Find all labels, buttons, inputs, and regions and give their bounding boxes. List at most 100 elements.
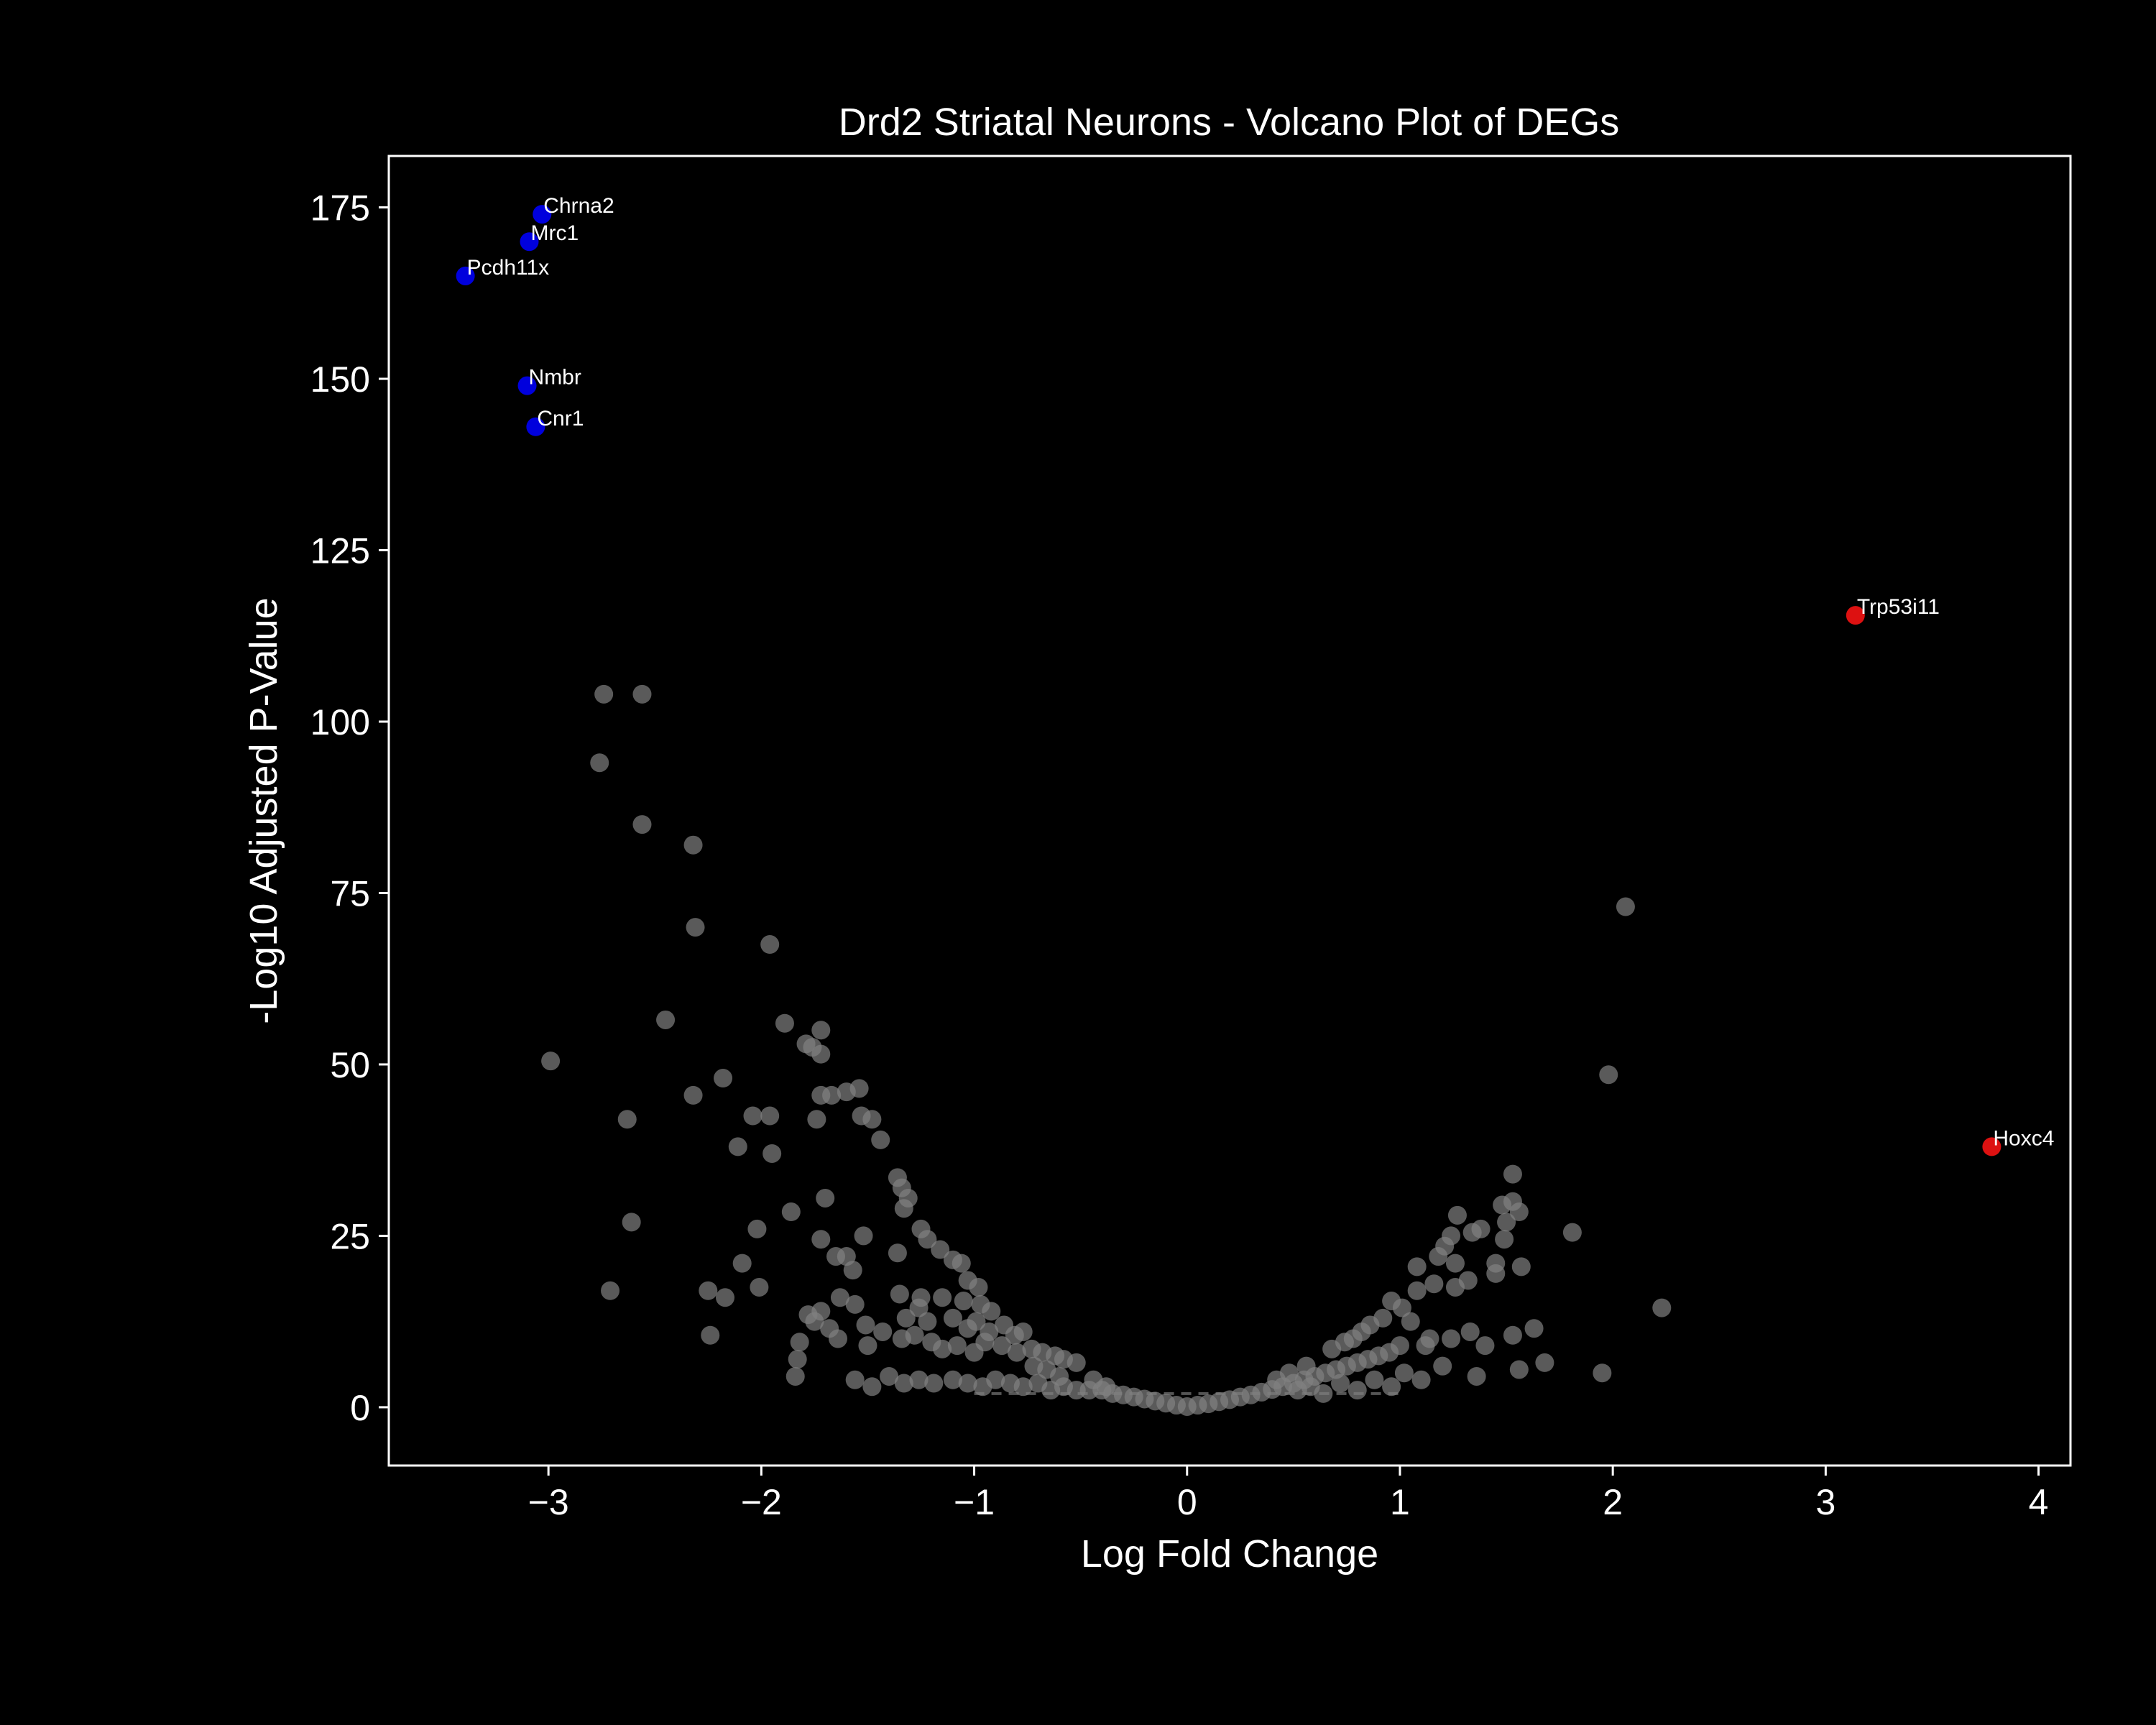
x-tick-label: 3 xyxy=(1815,1482,1835,1522)
data-point xyxy=(918,1312,937,1331)
data-point xyxy=(1279,1363,1299,1383)
highlighted-gene-point xyxy=(517,376,537,395)
gene-label: Pcdh11x xyxy=(467,256,550,280)
data-point xyxy=(1331,1374,1350,1393)
data-point xyxy=(862,1110,882,1129)
data-point xyxy=(732,1254,752,1273)
data-point xyxy=(958,1374,977,1393)
data-point xyxy=(1458,1271,1478,1290)
data-point xyxy=(992,1336,1012,1356)
x-tick-label: −1 xyxy=(954,1482,995,1522)
data-point xyxy=(849,1079,869,1098)
data-point xyxy=(888,1243,907,1263)
data-point xyxy=(1007,1343,1026,1362)
data-point xyxy=(1407,1281,1427,1300)
y-tick-label: 25 xyxy=(330,1216,370,1256)
y-tick-label: 175 xyxy=(310,188,370,229)
x-axis-label: Log Fold Change xyxy=(1081,1532,1378,1576)
data-point xyxy=(890,1284,909,1304)
data-point xyxy=(699,1281,718,1300)
data-point xyxy=(969,1277,988,1297)
data-point xyxy=(1442,1226,1461,1246)
data-point xyxy=(1420,1329,1439,1348)
data-point xyxy=(541,1052,561,1071)
data-point xyxy=(933,1288,952,1307)
data-point xyxy=(1390,1336,1409,1356)
data-point xyxy=(1067,1381,1086,1400)
data-point xyxy=(952,1254,971,1273)
data-point xyxy=(1497,1213,1516,1232)
x-tick-label: 0 xyxy=(1177,1482,1197,1522)
highlighted-gene-point xyxy=(456,266,475,285)
data-point xyxy=(856,1315,875,1335)
data-point xyxy=(632,684,652,704)
data-point xyxy=(1013,1322,1033,1341)
data-point xyxy=(1511,1257,1531,1276)
data-point xyxy=(807,1110,826,1129)
data-point xyxy=(924,1374,944,1393)
data-point xyxy=(1365,1370,1384,1389)
highlighted-gene-point xyxy=(533,205,552,224)
data-point xyxy=(1593,1363,1612,1383)
data-point xyxy=(781,1202,801,1222)
y-axis-label: -Log10 Adjusted P-Value xyxy=(242,597,285,1024)
data-point xyxy=(1392,1298,1411,1317)
data-point xyxy=(1394,1363,1414,1383)
data-point xyxy=(1475,1336,1495,1356)
data-point xyxy=(873,1322,893,1341)
data-point xyxy=(811,1044,831,1064)
data-point xyxy=(1616,897,1635,916)
data-point xyxy=(858,1336,877,1356)
gene-label: Mrc1 xyxy=(530,221,579,245)
data-point xyxy=(1495,1230,1514,1249)
data-point xyxy=(1447,1205,1467,1225)
data-point xyxy=(632,815,652,834)
data-point xyxy=(871,1130,890,1149)
data-point xyxy=(905,1325,924,1345)
data-point xyxy=(716,1288,734,1307)
data-point xyxy=(918,1230,937,1249)
gene-label: Hoxc4 xyxy=(1993,1126,2054,1150)
data-point xyxy=(828,1329,847,1348)
data-point xyxy=(1373,1308,1393,1328)
data-point xyxy=(1433,1356,1452,1376)
x-axis: −3 −2 −1 0 1 2 3 4 xyxy=(528,1466,2048,1522)
gene-label: Trp53i11 xyxy=(1857,595,1940,619)
data-point xyxy=(656,1010,676,1029)
data-point xyxy=(763,1144,782,1163)
data-point xyxy=(967,1312,986,1331)
data-point xyxy=(590,753,609,773)
data-point xyxy=(931,1240,950,1259)
data-point xyxy=(617,1110,637,1129)
data-point xyxy=(1509,1360,1529,1379)
highlighted-gene-point xyxy=(520,232,539,252)
data-point xyxy=(1503,1164,1522,1184)
data-point xyxy=(760,1106,780,1126)
points-layer xyxy=(541,684,1672,1416)
data-point xyxy=(788,1350,807,1369)
highlighted-gene-point xyxy=(1846,606,1865,625)
data-point xyxy=(1288,1381,1307,1400)
highlighted-gene-point xyxy=(1982,1137,2001,1156)
data-point xyxy=(943,1308,962,1328)
data-point xyxy=(1562,1223,1582,1242)
data-point xyxy=(747,1219,767,1238)
gene-label: Cnr1 xyxy=(537,407,584,431)
y-axis: 0 25 50 75 100 125 150 175 xyxy=(310,188,389,1428)
data-point xyxy=(601,1281,620,1300)
y-tick-label: 100 xyxy=(310,702,370,742)
data-point xyxy=(1503,1325,1522,1345)
data-point xyxy=(686,918,705,937)
data-point xyxy=(1460,1322,1480,1341)
data-point xyxy=(1486,1264,1506,1283)
x-tick-label: −2 xyxy=(741,1482,782,1522)
y-tick-label: 75 xyxy=(330,873,370,914)
data-point xyxy=(854,1226,873,1246)
data-point xyxy=(1445,1254,1465,1273)
data-point xyxy=(1401,1312,1420,1331)
data-point xyxy=(830,1288,849,1307)
y-tick-label: 50 xyxy=(330,1045,370,1085)
data-point xyxy=(1013,1377,1033,1397)
